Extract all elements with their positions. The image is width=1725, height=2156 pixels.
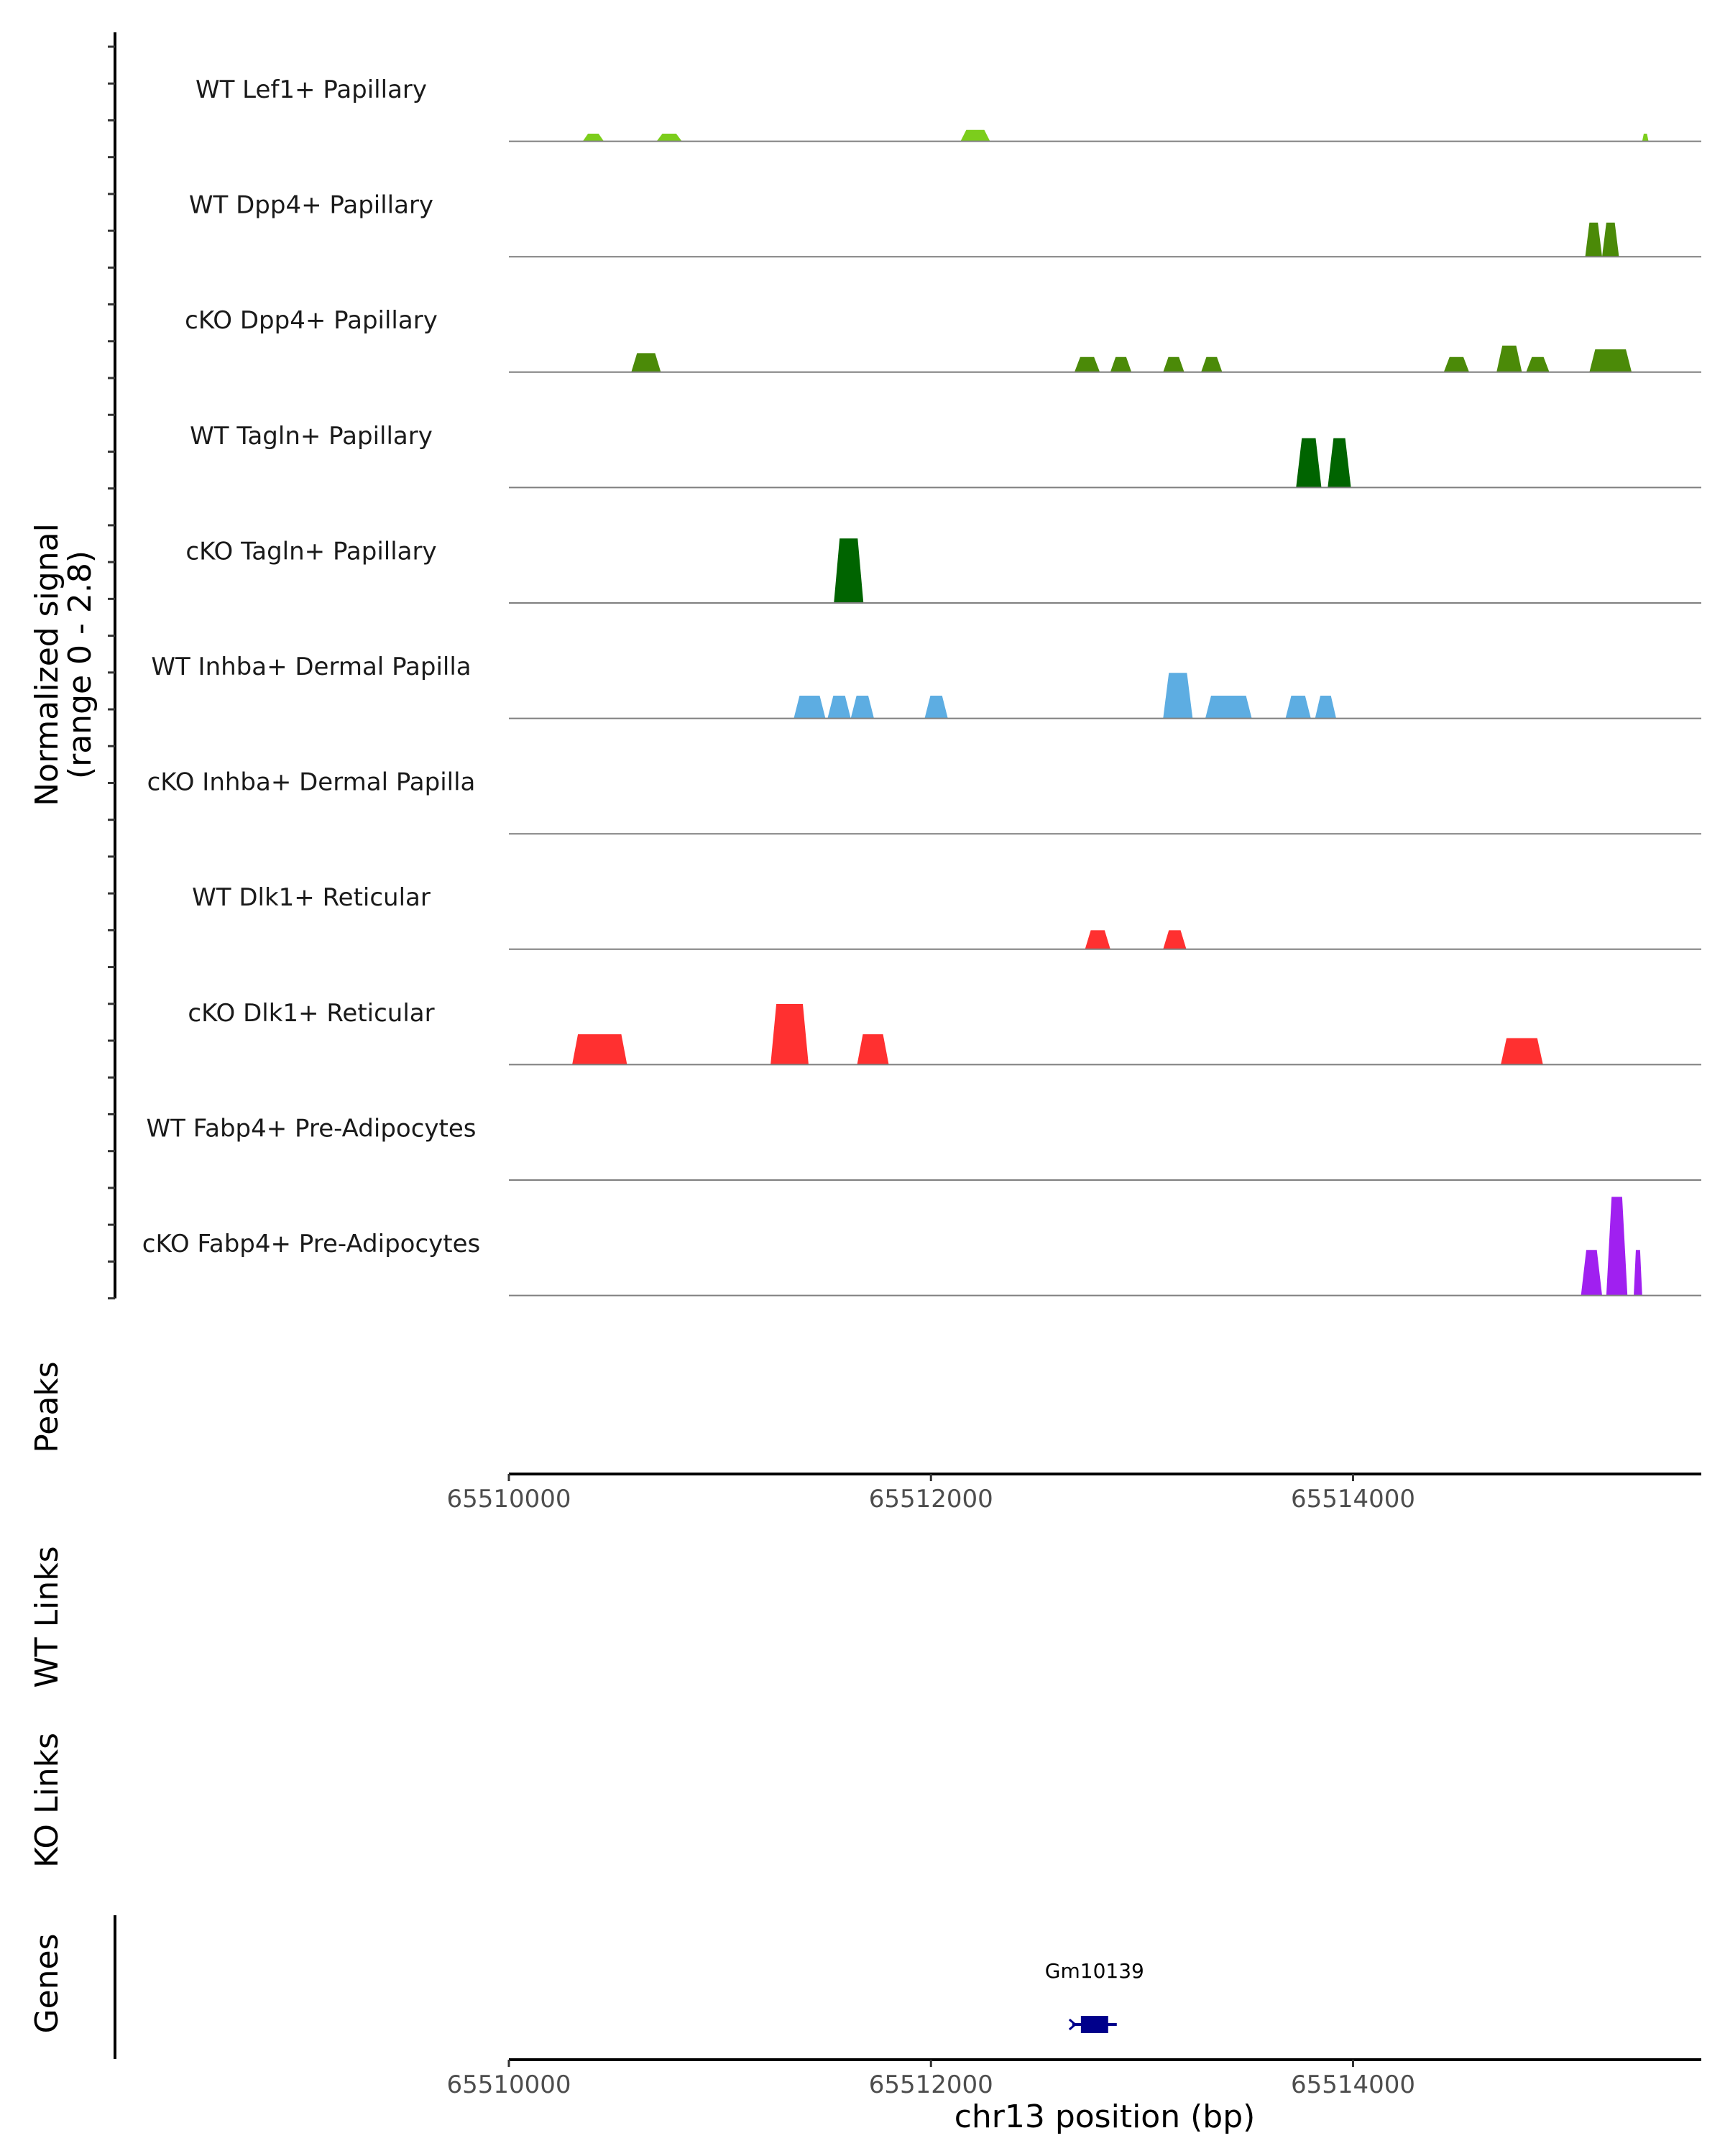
gene-label: Gm10139 [1045,1959,1144,1983]
track-label: cKO Tagln+ Papillary [185,537,436,566]
track-4: WT Tagln+ Papillary [190,422,1701,489]
track-label: cKO Inhba+ Dermal Papilla [147,768,476,797]
track-label: WT Fabp4+ Pre-Adipocytes [147,1114,477,1143]
signal-peak [1163,673,1193,719]
track-label: cKO Dlk1+ Reticular [188,999,434,1028]
peaks-x-axis-tick-label: 65510000 [446,1485,571,1514]
peaks-x-axis-tick-label: 65512000 [869,1485,993,1514]
signal-peak [1581,1250,1602,1296]
gene-Gm10139: Gm10139 [1045,1959,1144,2033]
track-label: WT Dlk1+ Reticular [192,883,431,912]
track-2: WT Dpp4+ Papillary [189,191,1701,258]
track-10: WT Fabp4+ Pre-Adipocytes [147,1114,1701,1181]
ko-links-panel-label: KO Links [29,1733,65,1868]
track-6: WT Inhba+ Dermal Papilla [151,653,1701,719]
signal-peak [857,1034,889,1065]
signal-peak [572,1034,627,1065]
signal-peak [1201,356,1223,372]
signal-peak [960,129,990,142]
track-label: WT Dpp4+ Papillary [189,191,433,220]
track-label: WT Inhba+ Dermal Papilla [151,653,471,681]
gene-exon [1080,2016,1108,2033]
signal-peak [1606,1197,1628,1296]
track-9: cKO Dlk1+ Reticular [188,999,1701,1066]
track-label: WT Lef1+ Papillary [196,75,427,104]
signal-peak [924,695,948,719]
track-5: cKO Tagln+ Papillary [185,537,1701,604]
signal-peak [1642,134,1649,142]
genes-x-axis-tick-label: 65514000 [1291,2070,1415,2099]
genes-x-axis-ticks: 65510000 65512000 65514000 [446,2060,1415,2099]
signal-peak [656,134,682,142]
track-8: WT Dlk1+ Reticular [192,883,1701,950]
signal-peak [1496,345,1522,372]
y-axis-label-line2: (range 0 - 2.8) [62,550,98,779]
signal-peak [850,695,874,719]
y-axis-label: Normalized signal (range 0 - 2.8) [29,523,98,806]
genes-panel-label: Genes [29,1933,65,2033]
genes-x-axis-tick-label: 65510000 [446,2070,571,2099]
genes-x-axis-tick-label: 65512000 [869,2070,993,2099]
coverage-tracks: WT Lef1+ Papillary WT Dpp4+ Papillary cKO … [142,75,1701,1296]
signal-peak [631,353,661,372]
signal-peak [582,134,604,142]
signal-peak [1163,356,1184,372]
peaks-panel-label: Peaks [29,1361,65,1452]
track-1: WT Lef1+ Papillary [196,75,1701,142]
signal-peak [1110,356,1132,372]
peaks-x-axis-tick-label: 65514000 [1291,1485,1415,1514]
signal-peak [1634,1250,1642,1296]
signal-peak [827,695,851,719]
signal-peak [1296,438,1322,488]
signal-peak [794,695,826,719]
wt-links-panel-label: WT Links [29,1546,65,1687]
signal-peak [770,1003,809,1065]
track-label: cKO Fabp4+ Pre-Adipocytes [142,1230,481,1258]
signal-peak [1315,695,1337,719]
y-axis-label-line1: Normalized signal [29,523,65,806]
signal-peak [1085,930,1110,949]
signal-peak [1501,1038,1543,1065]
x-axis-title: chr13 position (bp) [954,2099,1256,2135]
signal-peak [1074,356,1100,372]
signal-y-axis [108,32,116,1300]
strand-arrow-icon [1068,2018,1077,2031]
signal-peak [1585,222,1602,257]
signal-peak [1285,695,1311,719]
gene-annotations: Gm10139 [1045,1959,1144,2033]
track-label: cKO Dpp4+ Papillary [185,306,438,335]
track-label: WT Tagln+ Papillary [190,422,433,451]
signal-peak [1589,349,1632,372]
signal-peak [1443,356,1470,372]
signal-peak [1601,222,1619,257]
track-11: cKO Fabp4+ Pre-Adipocytes [142,1197,1701,1296]
signal-peak [1526,356,1550,372]
signal-peak [834,538,864,603]
track-7: cKO Inhba+ Dermal Papilla [147,768,1701,835]
signal-peak [1328,438,1351,488]
peaks-x-axis-ticks: 65510000 65512000 65514000 [446,1474,1415,1514]
signal-peak [1205,695,1252,719]
signal-peak [1163,930,1187,949]
track-3: cKO Dpp4+ Papillary [185,306,1701,373]
